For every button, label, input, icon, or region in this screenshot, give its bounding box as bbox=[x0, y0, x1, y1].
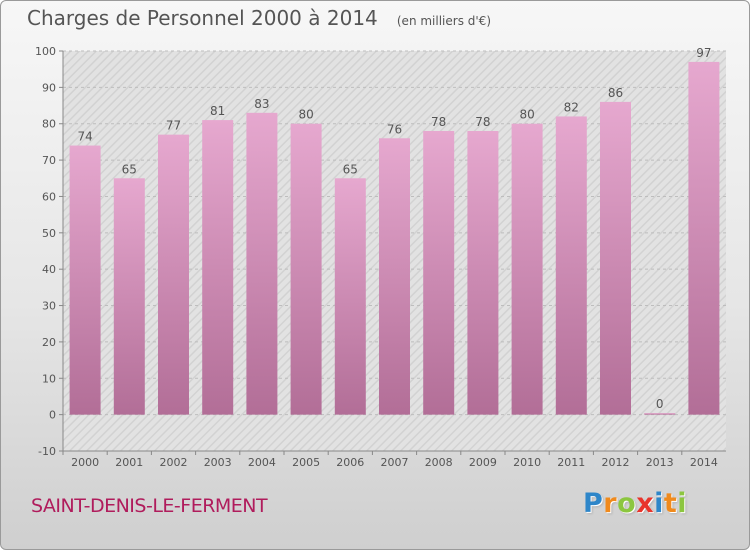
bar-2009 bbox=[467, 131, 499, 415]
y-tick-label: 10 bbox=[42, 372, 56, 385]
title-block: Charges de Personnel 2000 à 2014 (en mil… bbox=[27, 6, 491, 30]
x-tick-label: 2012 bbox=[602, 456, 630, 469]
y-tick-label: 40 bbox=[42, 263, 56, 276]
y-tick-label: 100 bbox=[35, 45, 56, 58]
bar-2006 bbox=[334, 178, 366, 415]
y-tick-label: 0 bbox=[49, 409, 56, 422]
bar-2010 bbox=[511, 123, 543, 415]
logo-letter: o bbox=[617, 488, 637, 519]
y-tick-label: 80 bbox=[42, 118, 56, 131]
x-tick-label: 2002 bbox=[160, 456, 188, 469]
logo-letter: x bbox=[636, 488, 655, 519]
x-tick-label: 2008 bbox=[425, 456, 453, 469]
logo-letter: t bbox=[663, 488, 678, 519]
logo-letter: P bbox=[583, 488, 604, 519]
bar-2013 bbox=[644, 413, 676, 415]
data-label-2002: 77 bbox=[166, 119, 181, 133]
bar-2012 bbox=[600, 101, 631, 415]
y-tick-label: 50 bbox=[42, 227, 56, 240]
y-tick-label: 60 bbox=[42, 190, 56, 203]
data-label-2007: 76 bbox=[387, 122, 402, 136]
proxiti-logo[interactable]: Proxiti bbox=[583, 488, 687, 519]
data-label-2013: 0 bbox=[656, 397, 664, 411]
data-label-2012: 86 bbox=[608, 86, 623, 100]
x-tick-label: 2005 bbox=[292, 456, 320, 469]
data-label-2001: 65 bbox=[122, 162, 137, 176]
logo-letter: i bbox=[677, 488, 688, 519]
y-tick-label: 70 bbox=[42, 154, 56, 167]
x-tick-label: 2009 bbox=[469, 456, 497, 469]
bar-2000 bbox=[69, 145, 101, 415]
x-tick-label: 2003 bbox=[204, 456, 232, 469]
data-label-2000: 74 bbox=[77, 130, 92, 144]
bar-2004 bbox=[246, 112, 278, 415]
labels: 2000 74 2001 65 2002 77 2003 81 2004 83 2005 80 2006… bbox=[71, 46, 718, 469]
x-tick-label: 2006 bbox=[336, 456, 364, 469]
data-label-2006: 65 bbox=[343, 162, 358, 176]
x-tick-label: 2014 bbox=[690, 456, 718, 469]
data-label-2008: 78 bbox=[431, 115, 446, 129]
bar-2007 bbox=[379, 138, 410, 415]
y-tick-label: 30 bbox=[42, 300, 56, 313]
chart-subtitle: (en milliers d'€) bbox=[396, 14, 491, 28]
data-label-2004: 83 bbox=[254, 97, 269, 111]
bar-2005 bbox=[290, 123, 322, 415]
y-tick-label: -10 bbox=[38, 445, 56, 458]
logo-letter: i bbox=[654, 488, 664, 519]
bar-2002 bbox=[158, 134, 189, 415]
x-tick-label: 2007 bbox=[381, 456, 409, 469]
x-tick-label: 2001 bbox=[115, 456, 143, 469]
x-tick-label: 2000 bbox=[71, 456, 99, 469]
y-tick-label: 20 bbox=[42, 336, 56, 349]
x-tick-label: 2011 bbox=[557, 456, 585, 469]
logo-letter: r bbox=[603, 488, 618, 519]
bar-2011 bbox=[555, 116, 587, 415]
data-label-2005: 80 bbox=[298, 108, 313, 122]
commune-name: SAINT-DENIS-LE-FERMENT bbox=[31, 495, 268, 517]
chart-title: Charges de Personnel 2000 à 2014 bbox=[27, 6, 378, 30]
x-tick-label: 2004 bbox=[248, 456, 276, 469]
x-tick-label: 2013 bbox=[646, 456, 674, 469]
bar-2003 bbox=[202, 120, 234, 415]
bars bbox=[69, 61, 720, 415]
data-label-2014: 97 bbox=[696, 46, 711, 60]
data-label-2003: 81 bbox=[210, 104, 225, 118]
bar-2008 bbox=[423, 131, 455, 415]
bar-2001 bbox=[113, 178, 145, 415]
bar-2014 bbox=[688, 61, 720, 415]
x-tick-label: 2010 bbox=[513, 456, 541, 469]
data-label-2011: 82 bbox=[564, 100, 579, 114]
y-tick-label: 90 bbox=[42, 81, 56, 94]
axes: -10 0 10 20 30 40 50 60 70 80 90 100 bbox=[35, 45, 726, 458]
data-label-2009: 78 bbox=[475, 115, 490, 129]
data-label-2010: 80 bbox=[519, 108, 534, 122]
